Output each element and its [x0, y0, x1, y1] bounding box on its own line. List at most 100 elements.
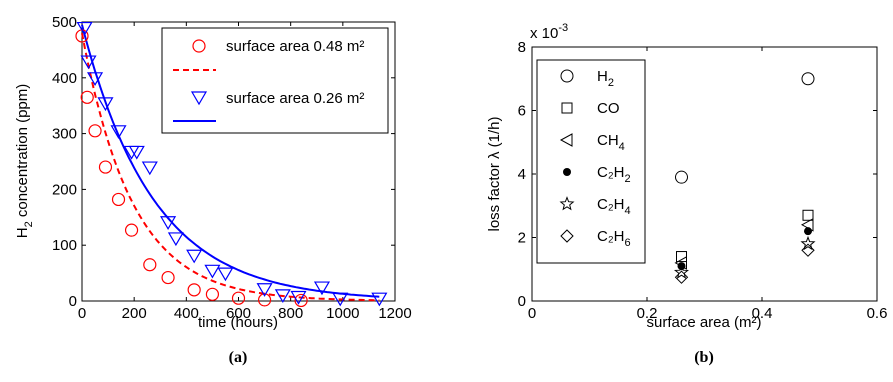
chart-b-x-axis-label: surface area (m²) — [646, 314, 761, 331]
data-point-triangle — [371, 292, 388, 307]
x-tick-label: 600 — [226, 305, 251, 322]
y-tick-label: 100 — [52, 237, 77, 254]
data-point-triangle — [274, 289, 291, 304]
data-point-triangle — [217, 267, 234, 282]
chart-b-data-points — [673, 72, 816, 284]
legend-label-1: H2 — [597, 68, 614, 89]
ylabel-main: H — [14, 227, 31, 238]
chart-b-legend-box — [536, 59, 646, 264]
legend-label-5: C₂H4 — [597, 196, 631, 217]
legend-label-subscript: 2 — [625, 173, 631, 185]
legend-label-subscript: 4 — [625, 205, 631, 217]
y-tick-label: 2 — [518, 230, 526, 247]
data-point-circle — [111, 192, 126, 207]
fit-curve-2 — [81, 24, 380, 298]
x-tick-label: 800 — [278, 305, 303, 322]
marker-dot — [563, 168, 571, 176]
y-tick-label: 500 — [52, 14, 77, 31]
legend-label-subscript: 2 — [608, 77, 614, 89]
ylabel-subscript: 2 — [23, 221, 35, 227]
data-point-triangle — [80, 55, 97, 70]
fit-curve-1 — [81, 33, 380, 302]
x-tick-label: 1200 — [378, 305, 411, 322]
legend-label-4: C₂H2 — [597, 164, 631, 185]
marker-dot — [804, 227, 812, 236]
chart-b-ticks: 0 0.2 0.4 0.6 0 2 4 6 8 — [518, 39, 888, 322]
y-tick-label: 8 — [518, 39, 526, 56]
data-point-circle — [257, 293, 272, 307]
data-point-triangle — [313, 281, 331, 296]
data-point-triangle — [76, 21, 93, 36]
y-tick-label: 400 — [52, 70, 77, 87]
y-tick-label: 4 — [518, 166, 526, 183]
marker-circle — [560, 69, 574, 83]
marker-star — [800, 235, 816, 251]
y-tick-label: 200 — [52, 181, 77, 198]
chart-a-x-axis-label: time (hours) — [198, 314, 278, 331]
chart-b-y-axis-label: loss factor λ (1/h) — [486, 116, 503, 231]
data-point-triangle — [256, 283, 273, 297]
data-point-circle — [161, 270, 175, 285]
legend-label-subscript: 6 — [625, 237, 631, 249]
data-point-triangle — [97, 97, 114, 112]
panel-label-a: (a) — [229, 349, 248, 366]
y-tick-label: 6 — [518, 103, 526, 120]
data-point-circle — [294, 293, 308, 308]
y-tick-label: 0 — [69, 293, 77, 310]
x-tick-label: 400 — [174, 305, 199, 322]
legend-marker-circle — [192, 39, 206, 53]
marker-diamond — [560, 229, 574, 243]
chart-a-legend-box — [161, 27, 389, 134]
legend-label-series-2: surface area 0.26 m² — [226, 90, 364, 107]
legend-label-text: C₂H — [597, 164, 625, 181]
data-point-triangle — [167, 232, 184, 247]
chart-a-data-points — [75, 21, 388, 308]
legend-label-text: H — [597, 68, 608, 85]
data-point-triangle — [332, 292, 349, 307]
legend-label-3: CH4 — [597, 132, 625, 153]
panel-label-b: (b) — [694, 349, 714, 366]
chart-a-ticks: 0 200 400 600 800 1000 1200 0 100 200 300 400 500 — [52, 14, 412, 322]
legend-label-series-1: surface area 0.48 m² — [226, 38, 364, 55]
data-point-triangle — [86, 72, 104, 86]
y-tick-label: 300 — [52, 126, 77, 143]
data-point-circle — [98, 160, 113, 174]
x-tick-label: 1000 — [326, 305, 359, 322]
chart-a-fit-curves — [81, 24, 380, 302]
data-point-triangle — [141, 161, 158, 176]
multiplier-base: x 10 — [530, 25, 558, 42]
ylabel-rest: concentration (ppm) — [14, 84, 31, 222]
data-point-circle — [143, 258, 157, 272]
chart-a-y-axis-label: H2 concentration (ppm) — [14, 84, 35, 239]
marker-square — [802, 209, 814, 221]
legend-marker-triangle — [190, 91, 208, 106]
data-point-circle — [205, 287, 220, 301]
data-point-circle — [231, 291, 246, 305]
x-tick-label: 0.6 — [867, 305, 888, 322]
data-point-triangle — [160, 216, 177, 230]
data-point-circle — [124, 223, 139, 237]
multiplier-exponent: -3 — [558, 22, 568, 34]
data-point-triangle — [128, 145, 145, 160]
marker-triangle-left — [559, 133, 573, 147]
data-point-triangle — [186, 249, 203, 264]
data-point-triangle — [204, 264, 221, 279]
marker-star — [559, 196, 575, 211]
chart-a: 0 200 400 600 800 1000 1200 0 100 200 300 400 500 su… — [14, 14, 412, 366]
legend-label-text: C₂H — [597, 228, 625, 245]
marker-diamond — [801, 243, 815, 257]
y-tick-label: 0 — [518, 293, 526, 310]
legend-label-text: CH — [597, 132, 619, 149]
legend-label-text: CO — [597, 100, 620, 117]
x-tick-label: 200 — [122, 305, 147, 322]
legend-label-6: C₂H6 — [597, 228, 631, 249]
data-point-circle — [187, 283, 201, 297]
x-tick-label: 0.2 — [637, 305, 658, 322]
data-point-circle — [88, 124, 102, 138]
legend-label-2: CO — [597, 100, 620, 117]
marker-star — [673, 264, 690, 279]
marker-circle — [675, 170, 688, 184]
data-point-triangle — [110, 125, 127, 140]
